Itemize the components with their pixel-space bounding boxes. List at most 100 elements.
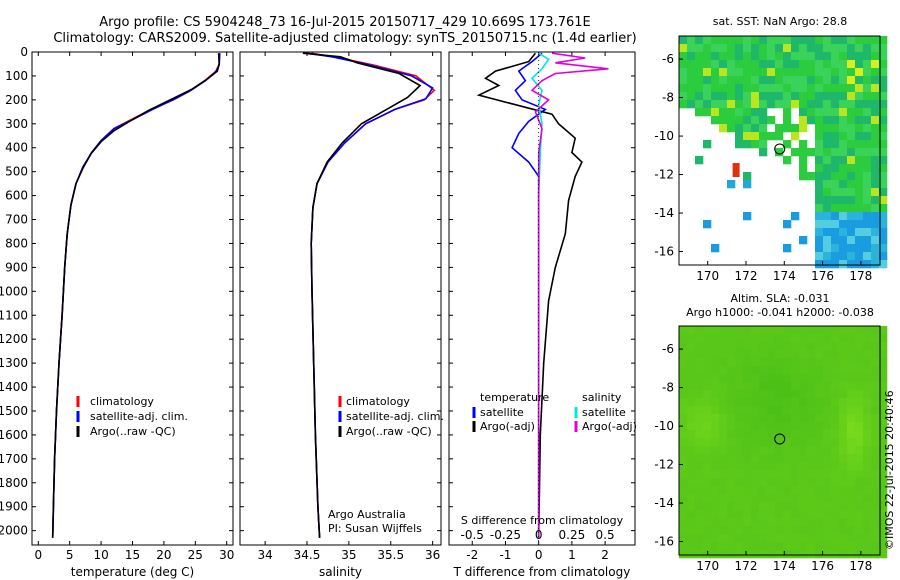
sst_map-cell <box>711 68 720 77</box>
sst_map-cell <box>871 52 880 61</box>
sla_map-cell <box>751 398 760 407</box>
sst_map-cell <box>823 68 832 77</box>
sla_map-cell <box>855 470 864 479</box>
sla_map-cell <box>719 366 728 375</box>
sla_map-cell <box>847 446 856 455</box>
sla_map-cell <box>679 398 688 407</box>
sla_map-cell <box>711 454 720 463</box>
sla_map-cell <box>791 334 800 343</box>
sst_map-cell <box>871 116 880 125</box>
sla_map-cell <box>863 438 872 447</box>
sla_map-cell <box>879 334 888 343</box>
sst_map-cell <box>791 212 800 221</box>
sla_map-cell <box>799 510 808 519</box>
sst_map-cell <box>863 44 872 53</box>
sla_map-cell <box>879 438 888 447</box>
sla_map-cell <box>871 422 880 431</box>
diff-s-tick-label: -0.5 <box>461 528 484 542</box>
sst_map-cell <box>879 76 888 85</box>
sla_map-cell <box>679 358 688 367</box>
sst_map-cell <box>879 236 888 245</box>
sla_map-cell <box>855 494 864 503</box>
sla_map-cell <box>879 430 888 439</box>
sla_map-cell <box>767 358 776 367</box>
sla_map-cell <box>839 446 848 455</box>
sla_map-cell <box>767 406 776 415</box>
sla_map-cell <box>855 502 864 511</box>
sla_map-cell <box>695 454 704 463</box>
sla_map-cell <box>735 462 744 471</box>
sst_map-ytick-label: -12 <box>654 168 674 182</box>
sst_map-cell <box>791 92 800 101</box>
sst_map-cell <box>839 244 848 253</box>
sst_map-cell <box>703 108 712 117</box>
sla_map-cell <box>863 334 872 343</box>
sla_map-cell <box>775 542 784 551</box>
sst_map-cell <box>695 156 704 165</box>
sla_map-cell <box>727 550 736 559</box>
sst_map-cell <box>759 116 768 125</box>
sla_map-cell <box>735 366 744 375</box>
sal-annotation-line1: Argo Australia <box>328 508 406 521</box>
sla_map-cell <box>735 550 744 559</box>
sla_map-cell <box>799 350 808 359</box>
temperature-ytick-label: 1800 <box>0 476 28 490</box>
sla_map-cell <box>775 526 784 535</box>
sla_map-cell <box>751 422 760 431</box>
sla_map-cell <box>759 462 768 471</box>
sst_map-cell <box>871 84 880 93</box>
sla_map-xtick-label: 172 <box>735 559 758 573</box>
sla_map-cell <box>695 486 704 495</box>
sst_map-cell <box>775 52 784 61</box>
sla_map-cell <box>767 446 776 455</box>
sst_map-cell <box>863 84 872 93</box>
sst_map-cell <box>879 148 888 157</box>
sst_map-cell <box>879 180 888 189</box>
sla_map-ytick-label: -10 <box>654 419 674 433</box>
temperature-ytick-label: 1200 <box>0 332 28 346</box>
sla_map-cell <box>879 526 888 535</box>
sla_map-cell <box>839 486 848 495</box>
sst_map-cell <box>775 68 784 77</box>
sla_map-cell <box>775 494 784 503</box>
sst_map-cell <box>839 188 848 197</box>
sla_map-cell <box>847 342 856 351</box>
sst_map-cell <box>727 44 736 53</box>
sst_map-cell <box>855 68 864 77</box>
sla_map-cell <box>791 326 800 335</box>
sst_map-cell <box>823 252 832 261</box>
sst_map-cell <box>751 84 760 93</box>
sla_map-cell <box>711 502 720 511</box>
sla_map-cell <box>831 398 840 407</box>
sla_map-cell <box>759 494 768 503</box>
sla_map-cell <box>871 358 880 367</box>
sst_map-cell <box>783 60 792 69</box>
sla_map-cell <box>783 470 792 479</box>
header-line2: Climatology: CARS2009. Satellite-adjuste… <box>53 31 636 46</box>
sla_map-cell <box>863 326 872 335</box>
sst_map-cell <box>807 148 816 157</box>
sla_map-cell <box>743 454 752 463</box>
sla_map-cell <box>871 366 880 375</box>
sla_map-cell <box>775 534 784 543</box>
diff-s-tick-label: -0.25 <box>490 528 521 542</box>
sst_map-cell <box>743 68 752 77</box>
sst_map-cell <box>767 116 776 125</box>
sla_map-cell <box>839 478 848 487</box>
sst_map-cell <box>759 68 768 77</box>
sst_map-cell <box>855 196 864 205</box>
sla-title-line1: Altim. SLA: -0.031 <box>730 292 829 305</box>
sla_map-cell <box>687 398 696 407</box>
sst_map-cell <box>863 212 872 221</box>
sla_map-cell <box>791 422 800 431</box>
sla_map-cell <box>879 446 888 455</box>
sla_map-cell <box>759 470 768 479</box>
sla_map-cell <box>791 486 800 495</box>
sst_map-cell <box>807 172 816 181</box>
sla_map-cell <box>703 462 712 471</box>
sla_map-cell <box>847 454 856 463</box>
sla_map-cell <box>735 326 744 335</box>
sla_map-cell <box>703 486 712 495</box>
sla_map-cell <box>759 350 768 359</box>
sst_map-cell <box>791 148 800 157</box>
